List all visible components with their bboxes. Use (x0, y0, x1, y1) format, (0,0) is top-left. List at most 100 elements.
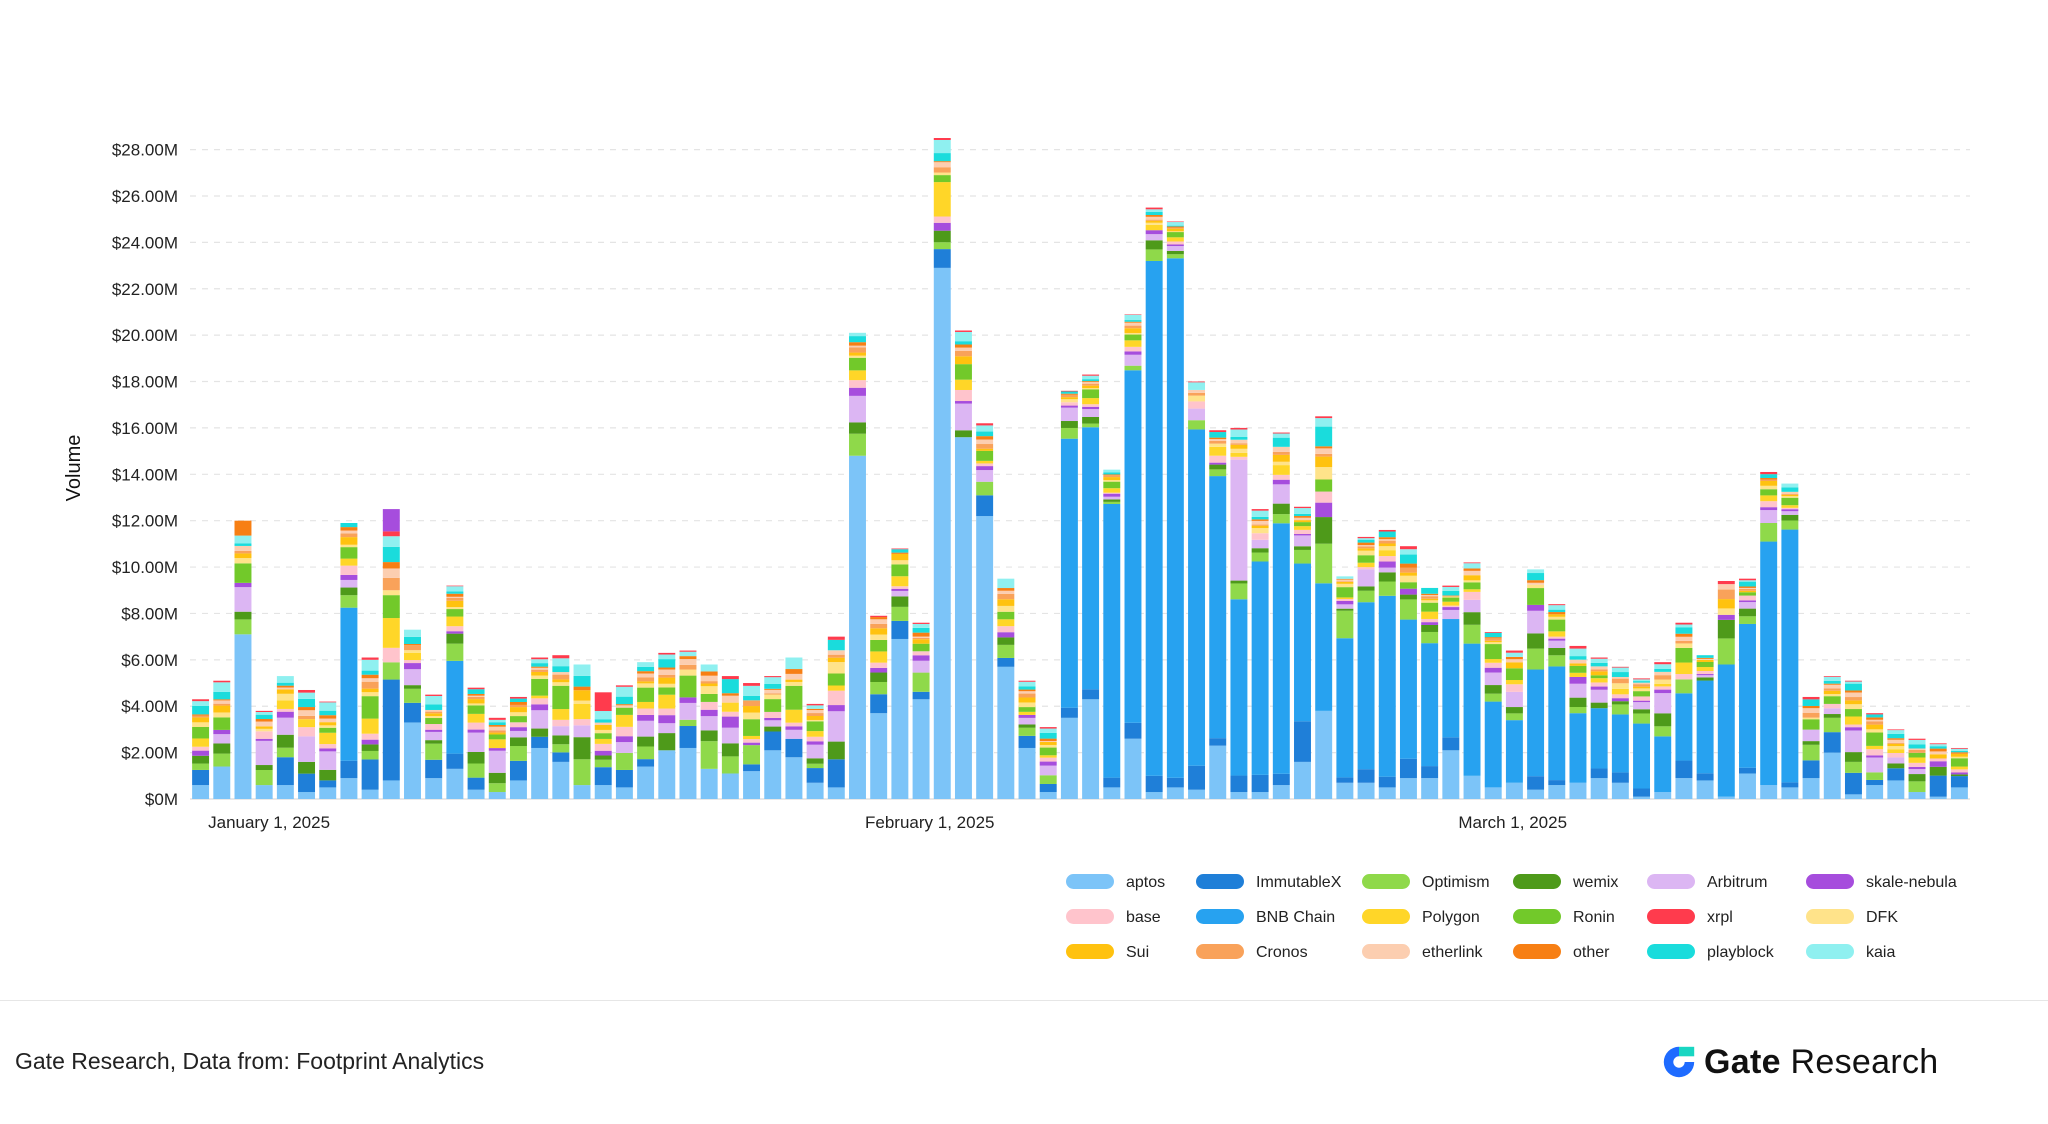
bar-segment-ronin (213, 717, 231, 730)
bar-segment-ronin (827, 673, 845, 686)
bar-segment-playblock (933, 153, 951, 162)
bar-segment-arbitrum (785, 729, 803, 739)
bar-segment-other (849, 342, 866, 346)
bar-segment-aptos (912, 699, 930, 799)
bar-segment-base (1357, 567, 1375, 570)
bar-segment-ronin (1950, 758, 1968, 767)
bar-segment-bnb-chain (1463, 643, 1481, 776)
bar-segment-base (1929, 758, 1947, 762)
bar-segment-optimism (1421, 631, 1439, 644)
bar-segment-cronos (531, 669, 549, 672)
bar-segment-playblock (1929, 746, 1947, 749)
bar-segment-dfk (234, 558, 252, 564)
bar-segment-wemix (276, 734, 294, 748)
bar-segment-cronos (1823, 688, 1841, 691)
bar-segment-immutablex (764, 731, 782, 751)
bar-segment-skale-nebula (764, 717, 782, 721)
bar-segment-xrpl (1844, 680, 1862, 682)
bar-segment-polygon (1781, 505, 1799, 508)
bar-segment-bnb-chain (1781, 529, 1799, 783)
bar-segment-cronos (1717, 589, 1735, 600)
bar-segment-arbitrum (234, 587, 252, 612)
bar-segment-other (1739, 586, 1756, 588)
bar-segment-cronos (1082, 383, 1100, 386)
bar-segment-sui (1505, 662, 1523, 669)
legend-swatch (1806, 944, 1854, 959)
bar-segment-immutablex (1336, 777, 1354, 783)
bar-segment-ronin (1442, 597, 1460, 602)
bar-segment-aptos (954, 437, 972, 799)
bar-segment-cronos (425, 711, 443, 714)
bar-segment-dfk (637, 683, 655, 688)
bar-segment-aptos (1739, 773, 1756, 799)
bar-segment-ronin (1421, 602, 1439, 612)
bar-segment-cronos (1357, 546, 1375, 549)
bar-segment-xrpl (912, 622, 930, 624)
bar-segment-arbitrum (912, 660, 930, 673)
bar-segment-polygon (1696, 667, 1714, 671)
bar-segment-polygon (827, 685, 845, 691)
bar-segment-dfk (1844, 704, 1862, 710)
bar-segment-other (1463, 568, 1481, 571)
bar-segment-etherlink (1505, 659, 1523, 663)
bar-segment-bnb-chain (1654, 736, 1672, 793)
bar-segment-aptos (298, 792, 316, 799)
bar-segment-kaia (1633, 679, 1651, 682)
bar-segment-xrpl (1145, 207, 1163, 210)
bar-segment-aptos (1124, 738, 1142, 799)
bar-segment-xrpl (1802, 696, 1820, 700)
bar-segment-sui (1760, 480, 1778, 486)
bar-segment-bnb-chain (340, 607, 358, 761)
bar-segment-etherlink (488, 726, 506, 731)
bar-segment-wemix (1272, 503, 1290, 515)
bar-segment-sui (1060, 397, 1078, 400)
bar-segment-wemix (552, 735, 570, 745)
y-axis-ticks: $0M $2.00M $4.00M $6.00M $8.00M $10.00M $12.00… (112, 141, 178, 809)
bar-segment-wemix (1548, 647, 1566, 656)
bar-segment-cronos (1484, 638, 1502, 641)
bar-segment-base (1887, 753, 1905, 758)
bar-segment-base (531, 698, 549, 705)
bar-segment-playblock (1399, 554, 1417, 564)
bar-segment-etherlink (806, 710, 824, 714)
bar-segment-skale-nebula (1717, 614, 1735, 620)
bar-segment-wemix (1569, 697, 1587, 708)
bar-segment-optimism (340, 595, 358, 608)
bar-segment-wemix (1696, 677, 1714, 681)
bar-segment-base (1272, 474, 1290, 480)
bar-segment-ronin (1908, 752, 1926, 758)
bar-segment-base (1188, 401, 1206, 409)
bar-segment-etherlink (1590, 666, 1608, 670)
bar-segment-kaia (1294, 508, 1311, 514)
bar-segment-kaia (1463, 563, 1481, 569)
bar-segment-immutablex (319, 780, 337, 788)
bar-segment-immutablex (1399, 758, 1417, 779)
bar-segment-arbitrum (1336, 604, 1354, 609)
bar-segment-optimism (1166, 254, 1184, 259)
bar-segment-polygon (1844, 716, 1862, 725)
bar-segment-immutablex (1421, 766, 1439, 779)
bar-segment-arbitrum (658, 723, 676, 734)
bar-segment-wemix (1336, 608, 1354, 611)
bar-segment-xrpl (1717, 580, 1735, 585)
bar-segment-sui (1378, 543, 1396, 547)
bar-segment-base (1421, 618, 1439, 623)
bar-segment-wemix (1294, 546, 1311, 550)
bar-segment-aptos (319, 787, 337, 799)
bar-segment-other (700, 671, 718, 676)
bar-segment-ronin (1590, 675, 1608, 679)
bar-segment-playblock (192, 705, 210, 715)
bar-segment-other (615, 704, 633, 706)
bar-segment-playblock (531, 663, 549, 667)
bar-segment-ronin (1484, 644, 1502, 660)
bar-segment-bnb-chain (1590, 708, 1608, 769)
bar-segment-skale-nebula (1739, 600, 1756, 603)
bar-segment-skale-nebula (1484, 667, 1502, 673)
bar-segment-optimism (1272, 514, 1290, 524)
bar-segment-polygon (467, 713, 485, 723)
bar-segment-polygon (1569, 672, 1587, 677)
bar-segment-arbitrum (1251, 539, 1269, 549)
bar-segment-wemix (1887, 763, 1905, 769)
bar-segment-bnb-chain (1272, 523, 1290, 774)
legend-swatch (1513, 944, 1561, 959)
